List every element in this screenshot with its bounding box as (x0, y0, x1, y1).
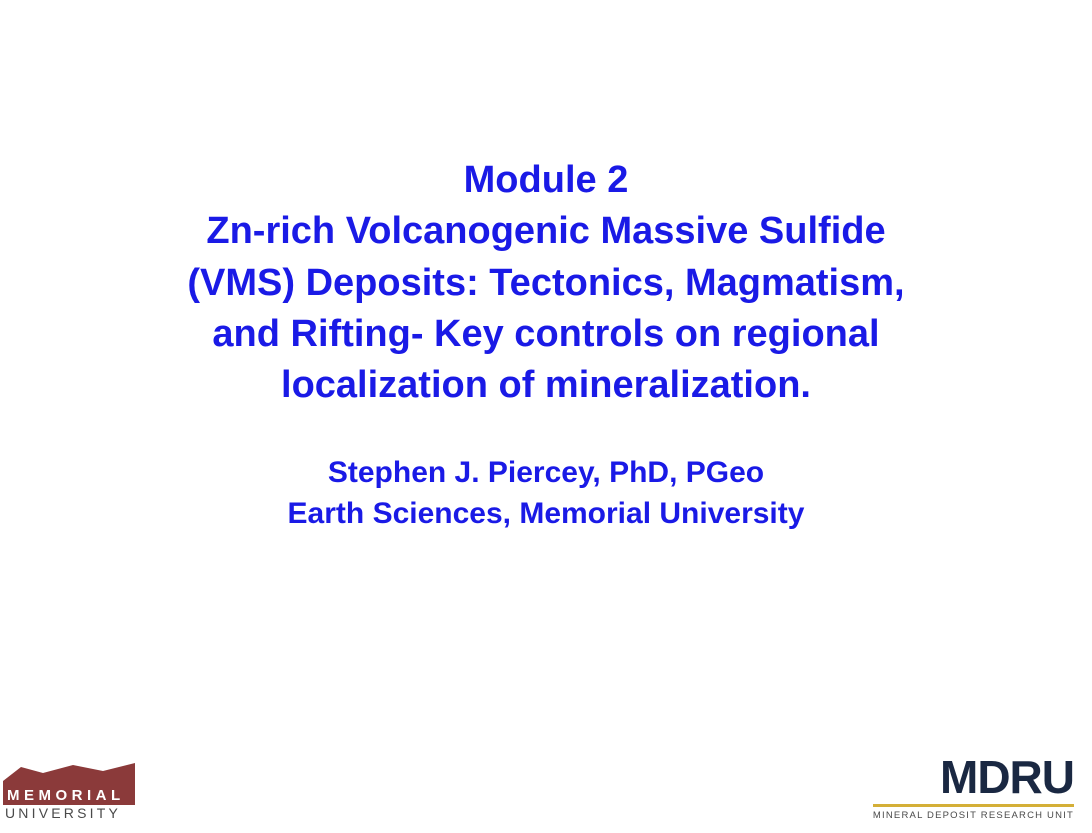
title-line: and Rifting- Key controls on regional (60, 309, 1032, 360)
author-affiliation: Earth Sciences, Memorial University (0, 494, 1092, 535)
author-block: Stephen J. Piercey, PhD, PGeo Earth Scie… (0, 453, 1092, 534)
mdru-underline-icon (873, 804, 1074, 807)
title-line: Zn-rich Volcanogenic Massive Sulfide (60, 206, 1032, 257)
slide-title: Module 2 Zn-rich Volcanogenic Massive Su… (0, 155, 1092, 411)
slide-content: Module 2 Zn-rich Volcanogenic Massive Su… (0, 0, 1092, 534)
memorial-university-logo: MEMORIAL UNIVERSITY (3, 763, 133, 823)
author-name: Stephen J. Piercey, PhD, PGeo (0, 453, 1092, 494)
title-line: Module 2 (60, 155, 1032, 206)
title-line: (VMS) Deposits: Tectonics, Magmatism, (60, 258, 1032, 309)
university-logo-text: UNIVERSITY (5, 805, 121, 821)
mdru-subtitle: MINERAL DEPOSIT RESEARCH UNIT (873, 810, 1074, 821)
memorial-logo-container: MEMORIAL UNIVERSITY (3, 763, 133, 823)
memorial-logo-text: MEMORIAL (7, 787, 125, 804)
mdru-logo-text: MDRU (873, 754, 1074, 800)
title-line: localization of mineralization. (60, 360, 1032, 411)
mdru-logo: MDRU MINERAL DEPOSIT RESEARCH UNIT (873, 754, 1074, 821)
